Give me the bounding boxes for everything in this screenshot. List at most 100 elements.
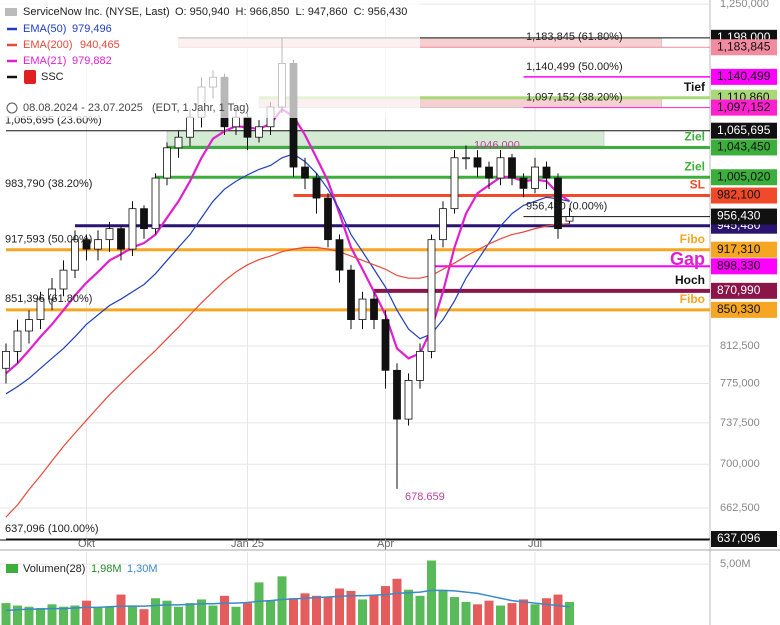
x-tick-label: Jan 25 [231,538,264,550]
volume-bar [496,605,505,625]
volume-bar [300,593,310,625]
fib-label: 983,790 (38.20%) [5,178,92,190]
candle-body [48,288,56,300]
candle-body [82,239,91,250]
candle-body [347,269,355,320]
volume-bar [530,604,540,625]
extreme-label: 1046.000 [474,139,520,151]
price-box [711,208,777,225]
level-tag: Fibo [680,232,705,246]
candle-body [554,177,562,230]
volume-bar [128,605,137,625]
candle-body [508,157,516,179]
ohlc: O: 950,940 H: 966,850 L: 947,860 C: 956,… [175,6,407,18]
legend-name: EMA(50) [23,23,66,35]
candle-body [36,298,45,320]
volume-bar [404,589,413,625]
fib-label: 1,097,152 (38.20%) [526,92,623,104]
price-box-label: 917,310 [717,242,761,256]
volume-bar [461,601,471,625]
volume-bar [312,595,321,625]
volume-ma-label: 1,30M [127,563,158,575]
candle-body [358,298,367,320]
x-tick-label: Apr [377,538,394,550]
range-note: (EDT, 1 Jahr, 1 Tag) [152,102,249,114]
chart-title: ServiceNow Inc. (NYSE, Last) [23,6,170,18]
ssc-label: SSC [41,71,64,83]
candle-body [381,319,390,371]
candle-body [404,380,413,420]
legend-value: 979,882 [72,55,112,67]
fib-label: 1,183,845 (61.80%) [526,31,623,43]
ema-line [5,153,570,395]
price-box-label: 982,100 [717,188,761,202]
price-box-label: 1,097,152 [717,100,771,114]
volume-bar [358,599,367,625]
y-tick-label: 662,500 [720,502,760,514]
volume-bar [220,595,229,625]
candle-body [232,116,240,128]
clock-icon [6,102,18,114]
candle-body [496,157,505,179]
price-box [711,169,777,186]
volume-bar [553,594,563,625]
legend-bg [0,0,420,118]
candle-body [105,228,114,241]
candle-body [450,157,459,210]
price-box-label: 1,065,695 [717,123,771,137]
fib-label: 956,430 (0.00%) [526,200,607,212]
price-box [711,39,777,56]
volume-bar [277,576,287,625]
candle-body [13,330,22,352]
candle-body [473,157,482,168]
y-tick-label: 812,500 [720,340,760,352]
price-box-label: 1,183,845 [717,39,771,53]
volume-bar [139,609,149,625]
legend-value: 979,496 [72,23,112,35]
volume-bar [59,606,68,625]
level-tag: SL [690,178,705,192]
price-box-label: 1,005,020 [717,169,771,183]
price-box [711,122,777,139]
volume-bar [392,578,402,625]
candle-body [25,319,33,332]
candle-body [565,216,574,222]
volume-bar [542,598,551,625]
price-box [711,258,777,275]
candle-body [186,116,194,138]
candle-body [542,166,551,179]
volume-bar [47,604,57,625]
level-tag: Ziel [684,159,705,173]
volume-tick-label: 5,00M [720,558,751,570]
legend-name: EMA(200) [23,39,73,51]
price-box [711,68,777,85]
ema-line [5,222,570,518]
candle-body [485,166,493,179]
price-box-label: 1,043,450 [717,140,771,154]
candle-body [519,177,528,189]
y-tick-label: 737,500 [720,417,760,429]
level-tag: Tief [684,80,706,94]
fib-label: 1,140,499 (50.00%) [526,61,623,73]
candle-body [370,298,378,320]
volume-bar [162,600,172,625]
zone [166,130,605,146]
date-range: 08.08.2024 - 23.07.2025 [23,102,143,114]
legend-value: 940,465 [80,39,120,51]
volume-icon [6,564,18,573]
y-tick-label: 1,250,000 [720,0,769,10]
volume-bar [507,603,517,625]
volume-bar [484,600,494,625]
volume-bar [243,603,252,625]
volume-bar [381,586,390,625]
volume-bar [519,599,528,625]
volume-bar [254,582,264,625]
volume-bar [13,605,22,625]
volume-bar [197,599,206,625]
level-tag: Fibo [680,292,705,306]
volume-bar [473,604,482,625]
x-tick-label: Okt [78,538,95,550]
ssc-icon [24,70,36,84]
volume-bar [450,597,459,625]
candle-body [301,166,309,179]
